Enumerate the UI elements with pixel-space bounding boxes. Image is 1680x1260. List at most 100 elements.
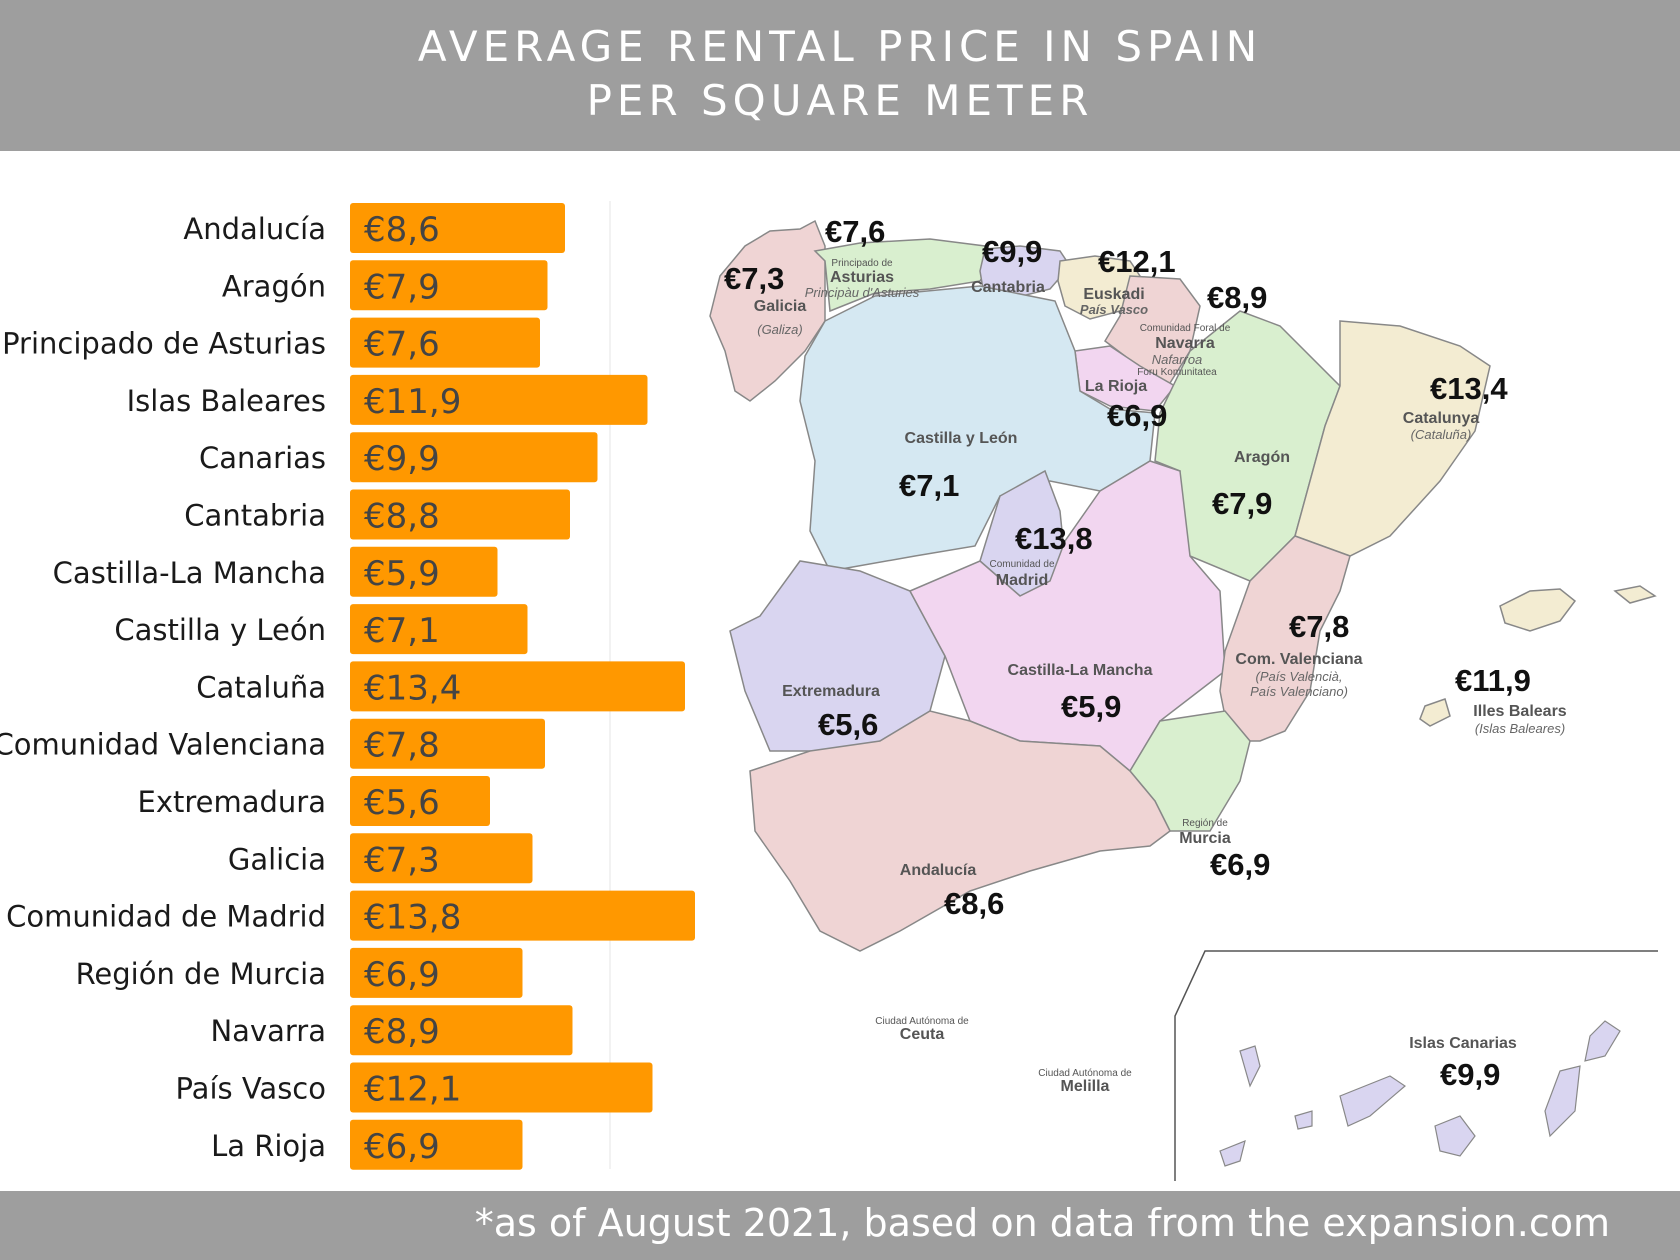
footer: *as of August 2021, based on data from t…: [0, 1191, 1680, 1260]
value-label: €6,9: [364, 1127, 440, 1167]
value-label: €6,9: [364, 955, 440, 995]
label-larioja: La Rioja: [1085, 378, 1147, 395]
label-navarra-1: Comunidad Foral de: [1140, 323, 1231, 334]
label-baleares-alt: (Islas Baleares): [1475, 721, 1565, 736]
map-regions: [709, 219, 1657, 952]
source-note: *as of August 2021, based on data from t…: [474, 1201, 1610, 1245]
value-label: €8,6: [364, 210, 440, 250]
label-catalunya: Catalunya: [1403, 410, 1480, 427]
price-asturias: €7,6: [825, 214, 885, 249]
label-melilla: Melilla: [1061, 1078, 1110, 1095]
bar: [350, 947, 523, 998]
label-euskadi: Euskadi: [1083, 286, 1144, 303]
label-madrid-1: Comunidad de: [989, 559, 1054, 570]
bar: [350, 203, 565, 253]
price-baleares: €11,9: [1455, 663, 1531, 698]
label-asturias-alt: Principàu d'Asturies: [805, 285, 920, 300]
price-aragon: €7,9: [1212, 486, 1272, 521]
price-galicia: €7,3: [724, 261, 784, 296]
bar: [350, 718, 545, 769]
price-castillalamancha: €5,9: [1061, 689, 1121, 724]
value-label: €13,4: [364, 668, 461, 708]
label-euskadi-alt: País Vasco: [1080, 302, 1148, 317]
region-canarias-shape-2: [1544, 1065, 1581, 1138]
region-canarias-shape-3: [1339, 1075, 1406, 1127]
value-label: €9,9: [364, 439, 440, 479]
label-ceuta: Ceuta: [900, 1026, 945, 1043]
category-label: La Rioja: [211, 1129, 326, 1163]
region-paisvasco-shape: [1057, 255, 1141, 320]
bar: [350, 890, 695, 941]
label-valenciana-alt2: País Valenciano): [1250, 684, 1348, 699]
bar: [350, 374, 648, 425]
value-label: €8,8: [364, 497, 440, 537]
bar: [350, 833, 533, 884]
label-andalucia: Andalucía: [900, 862, 977, 879]
bar-chart: Andalucía €8,6 Aragón €7,9 Principado de Ast…: [0, 201, 695, 1170]
category-label: Castilla y León: [114, 613, 326, 647]
label-castillayleon: Castilla y León: [905, 430, 1018, 447]
label-extremadura: Extremadura: [782, 683, 880, 700]
value-label: €7,1: [364, 611, 440, 651]
bar: [350, 1062, 653, 1113]
label-castillalamancha: Castilla-La Mancha: [1008, 662, 1153, 679]
region-baleares-menorca-shape: [1613, 585, 1657, 604]
category-label: País Vasco: [176, 1072, 327, 1106]
label-navarra-2: Navarra: [1155, 335, 1215, 352]
region-cantabria-shape: [979, 245, 1071, 300]
label-ceuta-small: Ciudad Autónoma de: [875, 1016, 969, 1027]
region-galicia-shape: [709, 219, 826, 402]
category-label: Aragón: [222, 269, 326, 303]
category-label: Región de Murcia: [76, 957, 326, 991]
label-cantabria: Cantabria: [971, 279, 1045, 296]
price-madrid: €13,8: [1015, 521, 1093, 556]
region-andalucia-shape: [749, 710, 1171, 952]
value-label: €5,9: [364, 554, 440, 594]
bar: [350, 1005, 573, 1056]
category-label: Navarra: [210, 1014, 326, 1048]
category-label: Galicia: [228, 842, 326, 876]
price-catalunya: €13,4: [1430, 371, 1508, 406]
label-galicia-alt: (Galiza): [757, 322, 803, 337]
label-valenciana-alt: (País Valencià,: [1256, 669, 1343, 684]
category-label: Cataluña: [196, 670, 326, 704]
region-valenciana-shape: [1219, 535, 1351, 742]
value-label: €8,9: [364, 1012, 440, 1052]
value-label: €7,3: [364, 840, 440, 880]
label-asturias-2: Asturias: [830, 269, 894, 286]
canarias-inset: [1174, 950, 1658, 1181]
region-canarias-shape-7: [1219, 1140, 1246, 1167]
value-label: €7,8: [364, 726, 440, 766]
label-melilla-small: Ciudad Autónoma de: [1038, 1068, 1132, 1079]
label-murcia-1: Región de: [1182, 818, 1228, 829]
category-label: Andalucía: [183, 212, 326, 246]
region-canarias-shape-4: [1434, 1115, 1476, 1157]
price-valenciana: €7,8: [1289, 609, 1349, 644]
region-baleares-ibiza-shape: [1419, 698, 1451, 727]
bar: [350, 1119, 523, 1170]
label-navarra-alt2: Foru Komunitatea: [1137, 367, 1217, 378]
bar: [350, 661, 685, 712]
price-navarra: €8,9: [1207, 280, 1267, 315]
value-label: €12,1: [364, 1070, 461, 1110]
label-murcia-2: Murcia: [1179, 830, 1231, 847]
value-label: €7,6: [364, 325, 440, 365]
price-castillayleon: €7,1: [899, 468, 959, 503]
bar: [350, 776, 490, 826]
label-catalunya-alt: (Cataluña): [1411, 427, 1472, 442]
price-murcia: €6,9: [1210, 847, 1270, 882]
region-canarias-shape-6: [1294, 1110, 1313, 1130]
price-paisvasco: €12,1: [1098, 244, 1176, 279]
title-line-2: PER SQUARE METER: [586, 76, 1094, 125]
category-label: Comunidad Valenciana: [0, 728, 326, 762]
region-baleares-mallorca-shape: [1499, 588, 1577, 632]
region-canarias-shape-1: [1584, 1020, 1621, 1062]
bar: [350, 604, 528, 655]
category-label: Extremadura: [138, 785, 327, 819]
value-label: €5,6: [364, 783, 440, 823]
spain-map: Galicia (Galiza) Principado de Asturias …: [709, 214, 1658, 1181]
price-canarias: €9,9: [1440, 1057, 1500, 1092]
label-navarra-alt: Nafarroa: [1152, 352, 1203, 367]
category-label: Principado de Asturias: [2, 327, 326, 361]
region-catalunya-shape: [1294, 320, 1491, 557]
